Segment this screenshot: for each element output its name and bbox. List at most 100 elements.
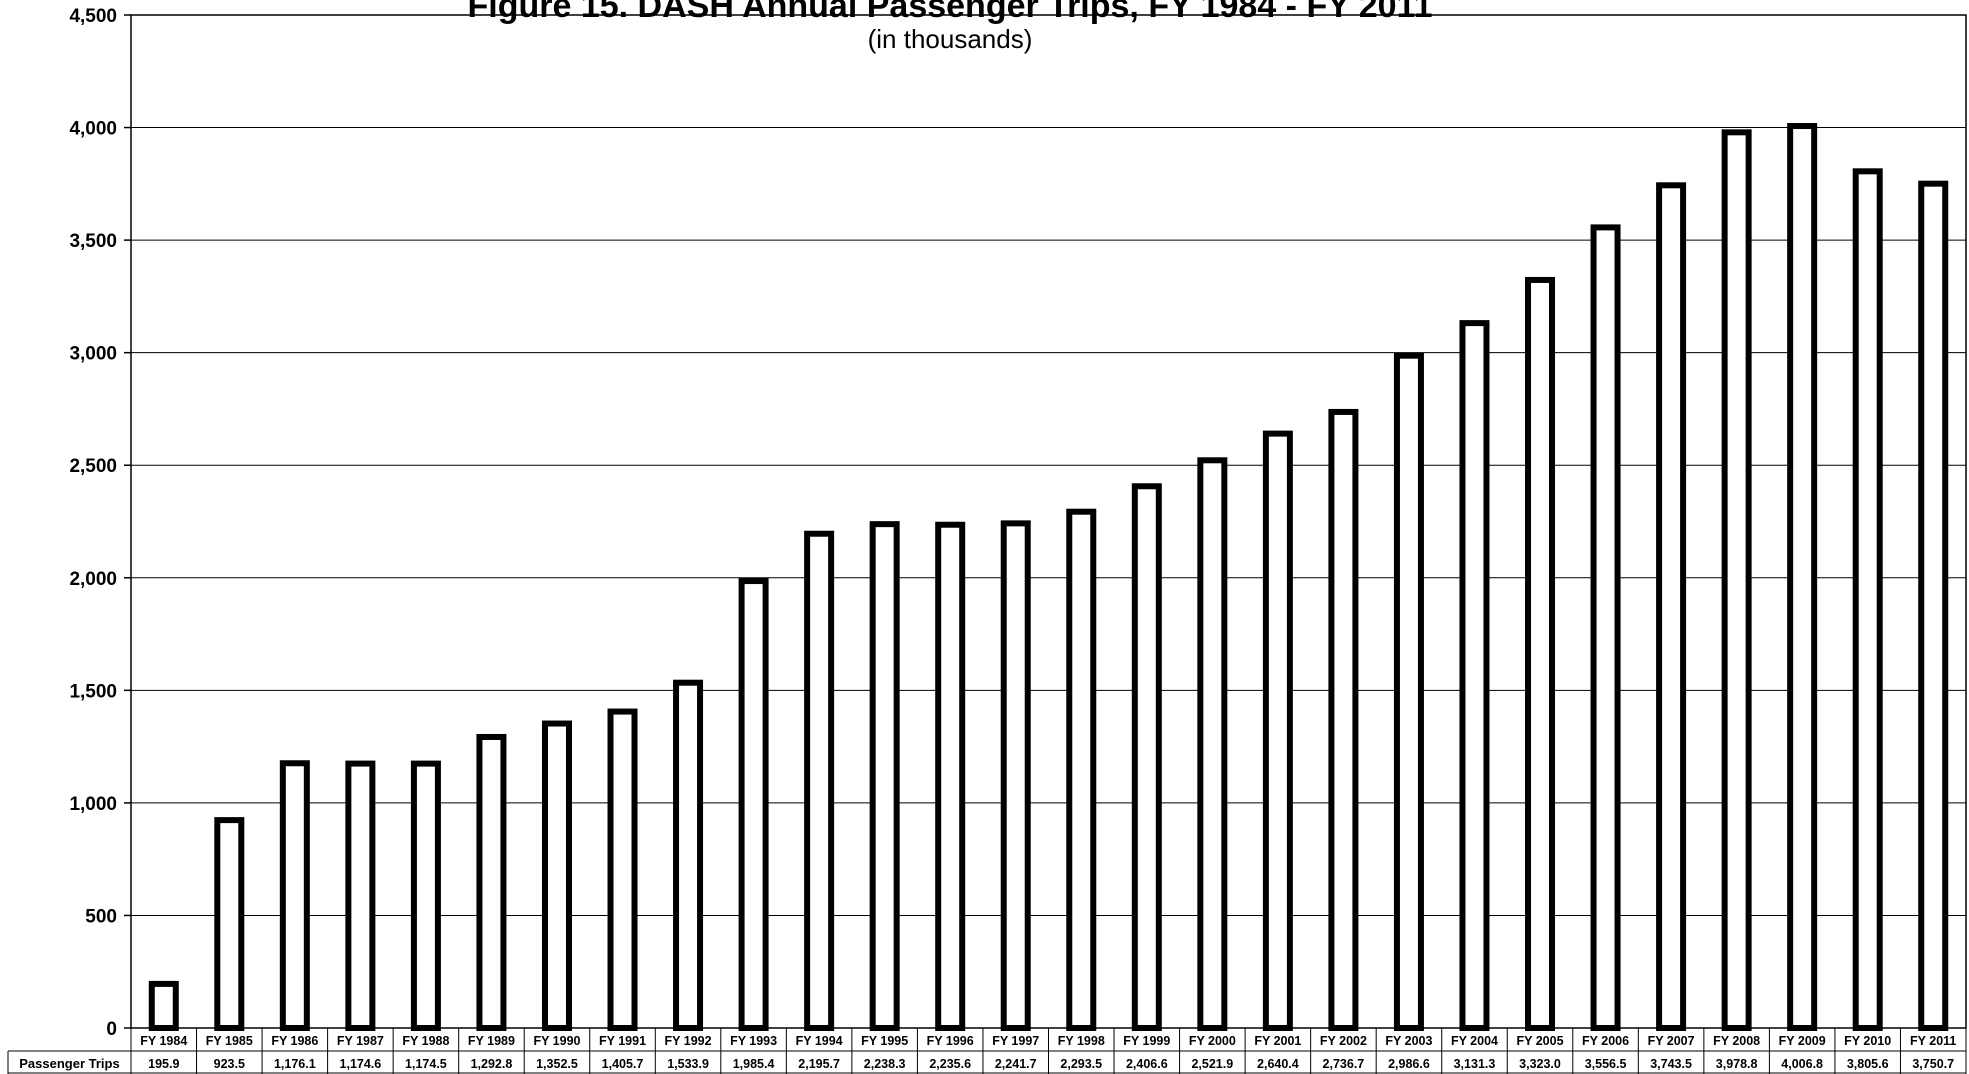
bar <box>738 578 769 1031</box>
y-axis-ticks: 0 500 1,000 1,500 2,000 2,500 3,000 3,500 4,000 4… <box>69 6 131 1040</box>
bar <box>1852 168 1883 1032</box>
bars <box>148 123 1949 1032</box>
y-tick-label: 1,500 <box>69 681 117 702</box>
bar <box>1262 430 1293 1031</box>
x-category-label: FY 1996 <box>927 1034 974 1048</box>
y-tick-label: 4,000 <box>69 119 117 140</box>
data-table-value: 1,985.4 <box>733 1057 775 1071</box>
data-table: FY 1984 195.9 FY 1985 923.5 FY 1986 1,176.1 FY… <box>7 1027 1967 1074</box>
bar <box>1000 520 1031 1031</box>
x-category-label: FY 1998 <box>1058 1034 1105 1048</box>
x-category-label: FY 2010 <box>1844 1034 1891 1048</box>
x-category-label: FY 1994 <box>796 1034 843 1048</box>
data-table-value: 3,978.8 <box>1716 1057 1758 1071</box>
bar <box>1393 352 1424 1031</box>
x-category-label: FY 2007 <box>1648 1034 1695 1048</box>
data-table-value: 1,176.1 <box>274 1057 316 1071</box>
data-table-value: 2,195.7 <box>798 1057 840 1071</box>
x-category-label: FY 1984 <box>140 1034 187 1048</box>
x-category-label: FY 2004 <box>1451 1034 1498 1048</box>
x-category-label: FY 1991 <box>599 1034 646 1048</box>
x-category-label: FY 1985 <box>206 1034 253 1048</box>
data-table-value: 1,352.5 <box>536 1057 578 1071</box>
data-table-value: 1,292.8 <box>471 1057 513 1071</box>
x-category-label: FY 1986 <box>271 1034 318 1048</box>
bar <box>935 521 966 1031</box>
data-table-value: 2,640.4 <box>1257 1057 1299 1071</box>
bar <box>1197 457 1228 1031</box>
x-category-label: FY 2009 <box>1779 1034 1826 1048</box>
bar <box>1787 123 1818 1032</box>
x-category-label: FY 2000 <box>1189 1034 1236 1048</box>
chart-subtitle: (in thousands) <box>868 24 1033 54</box>
x-category-label: FY 1999 <box>1123 1034 1170 1048</box>
data-table-value: 2,241.7 <box>995 1057 1037 1071</box>
data-table-value: 3,743.5 <box>1650 1057 1692 1071</box>
data-table-value: 2,238.3 <box>864 1057 906 1071</box>
plot-area-frame <box>130 14 1967 1029</box>
chart-title: Figure 15. DASH Annual Passenger Trips, … <box>468 0 1433 25</box>
bar <box>279 760 310 1031</box>
bar <box>345 760 376 1031</box>
bar <box>1131 483 1162 1031</box>
bar <box>476 733 507 1032</box>
data-table-value: 3,556.5 <box>1585 1057 1627 1071</box>
x-category-label: FY 1989 <box>468 1034 515 1048</box>
x-category-label: FY 1995 <box>861 1034 908 1048</box>
bar <box>607 708 638 1032</box>
data-table-value: 3,323.0 <box>1519 1057 1561 1071</box>
data-table-value: 2,986.6 <box>1388 1057 1430 1071</box>
bar <box>541 720 572 1031</box>
bar <box>1721 129 1752 1032</box>
x-category-label: FY 1993 <box>730 1034 777 1048</box>
data-table-value: 1,533.9 <box>667 1057 709 1071</box>
x-category-label: FY 1987 <box>337 1034 384 1048</box>
x-category-label: FY 2001 <box>1254 1034 1301 1048</box>
data-table-value: 1,174.6 <box>340 1057 382 1071</box>
data-table-value: 3,131.3 <box>1454 1057 1496 1071</box>
gridlines <box>131 127 1966 916</box>
data-table-value: 3,805.6 <box>1847 1057 1889 1071</box>
bar <box>1525 276 1556 1032</box>
data-table-value: 4,006.8 <box>1781 1057 1823 1071</box>
data-table-value: 2,406.6 <box>1126 1057 1168 1071</box>
bar <box>869 521 900 1031</box>
data-table-value: 923.5 <box>214 1057 245 1071</box>
y-tick-label: 1,000 <box>69 794 117 815</box>
bar <box>1918 180 1949 1031</box>
data-table-value: 1,405.7 <box>602 1057 644 1071</box>
x-category-label: FY 2006 <box>1582 1034 1629 1048</box>
bar <box>1328 408 1359 1031</box>
bar <box>804 530 835 1031</box>
x-category-label: FY 2005 <box>1517 1034 1564 1048</box>
y-tick-label: 4,500 <box>69 6 117 27</box>
data-table-value: 2,235.6 <box>929 1057 971 1071</box>
y-tick-label: 2,500 <box>69 456 117 477</box>
y-tick-label: 0 <box>106 1019 117 1040</box>
data-table-value: 1,174.5 <box>405 1057 447 1071</box>
bar <box>1066 508 1097 1032</box>
x-category-label: FY 2011 <box>1910 1034 1956 1048</box>
x-category-label: FY 1988 <box>402 1034 449 1048</box>
x-category-label: FY 2008 <box>1713 1034 1760 1048</box>
series-row-label: Passenger Trips <box>19 1056 119 1071</box>
bar <box>148 980 179 1032</box>
data-table-value: 2,736.7 <box>1323 1057 1365 1071</box>
bar <box>673 679 704 1032</box>
y-tick-label: 3,500 <box>69 231 117 252</box>
x-category-label: FY 1990 <box>533 1034 580 1048</box>
x-category-label: FY 1992 <box>665 1034 712 1048</box>
y-tick-label: 3,000 <box>69 344 117 365</box>
x-category-label: FY 2002 <box>1320 1034 1367 1048</box>
data-table-value: 2,521.9 <box>1191 1057 1233 1071</box>
data-table-value: 3,750.7 <box>1912 1057 1954 1071</box>
bar <box>1459 320 1490 1032</box>
bar <box>1656 182 1687 1031</box>
data-table-value: 195.9 <box>148 1057 179 1071</box>
y-tick-label: 500 <box>85 906 117 927</box>
bar <box>1590 224 1621 1031</box>
data-table-value: 2,293.5 <box>1060 1057 1102 1071</box>
x-category-label: FY 1997 <box>992 1034 1039 1048</box>
bar <box>214 817 245 1031</box>
